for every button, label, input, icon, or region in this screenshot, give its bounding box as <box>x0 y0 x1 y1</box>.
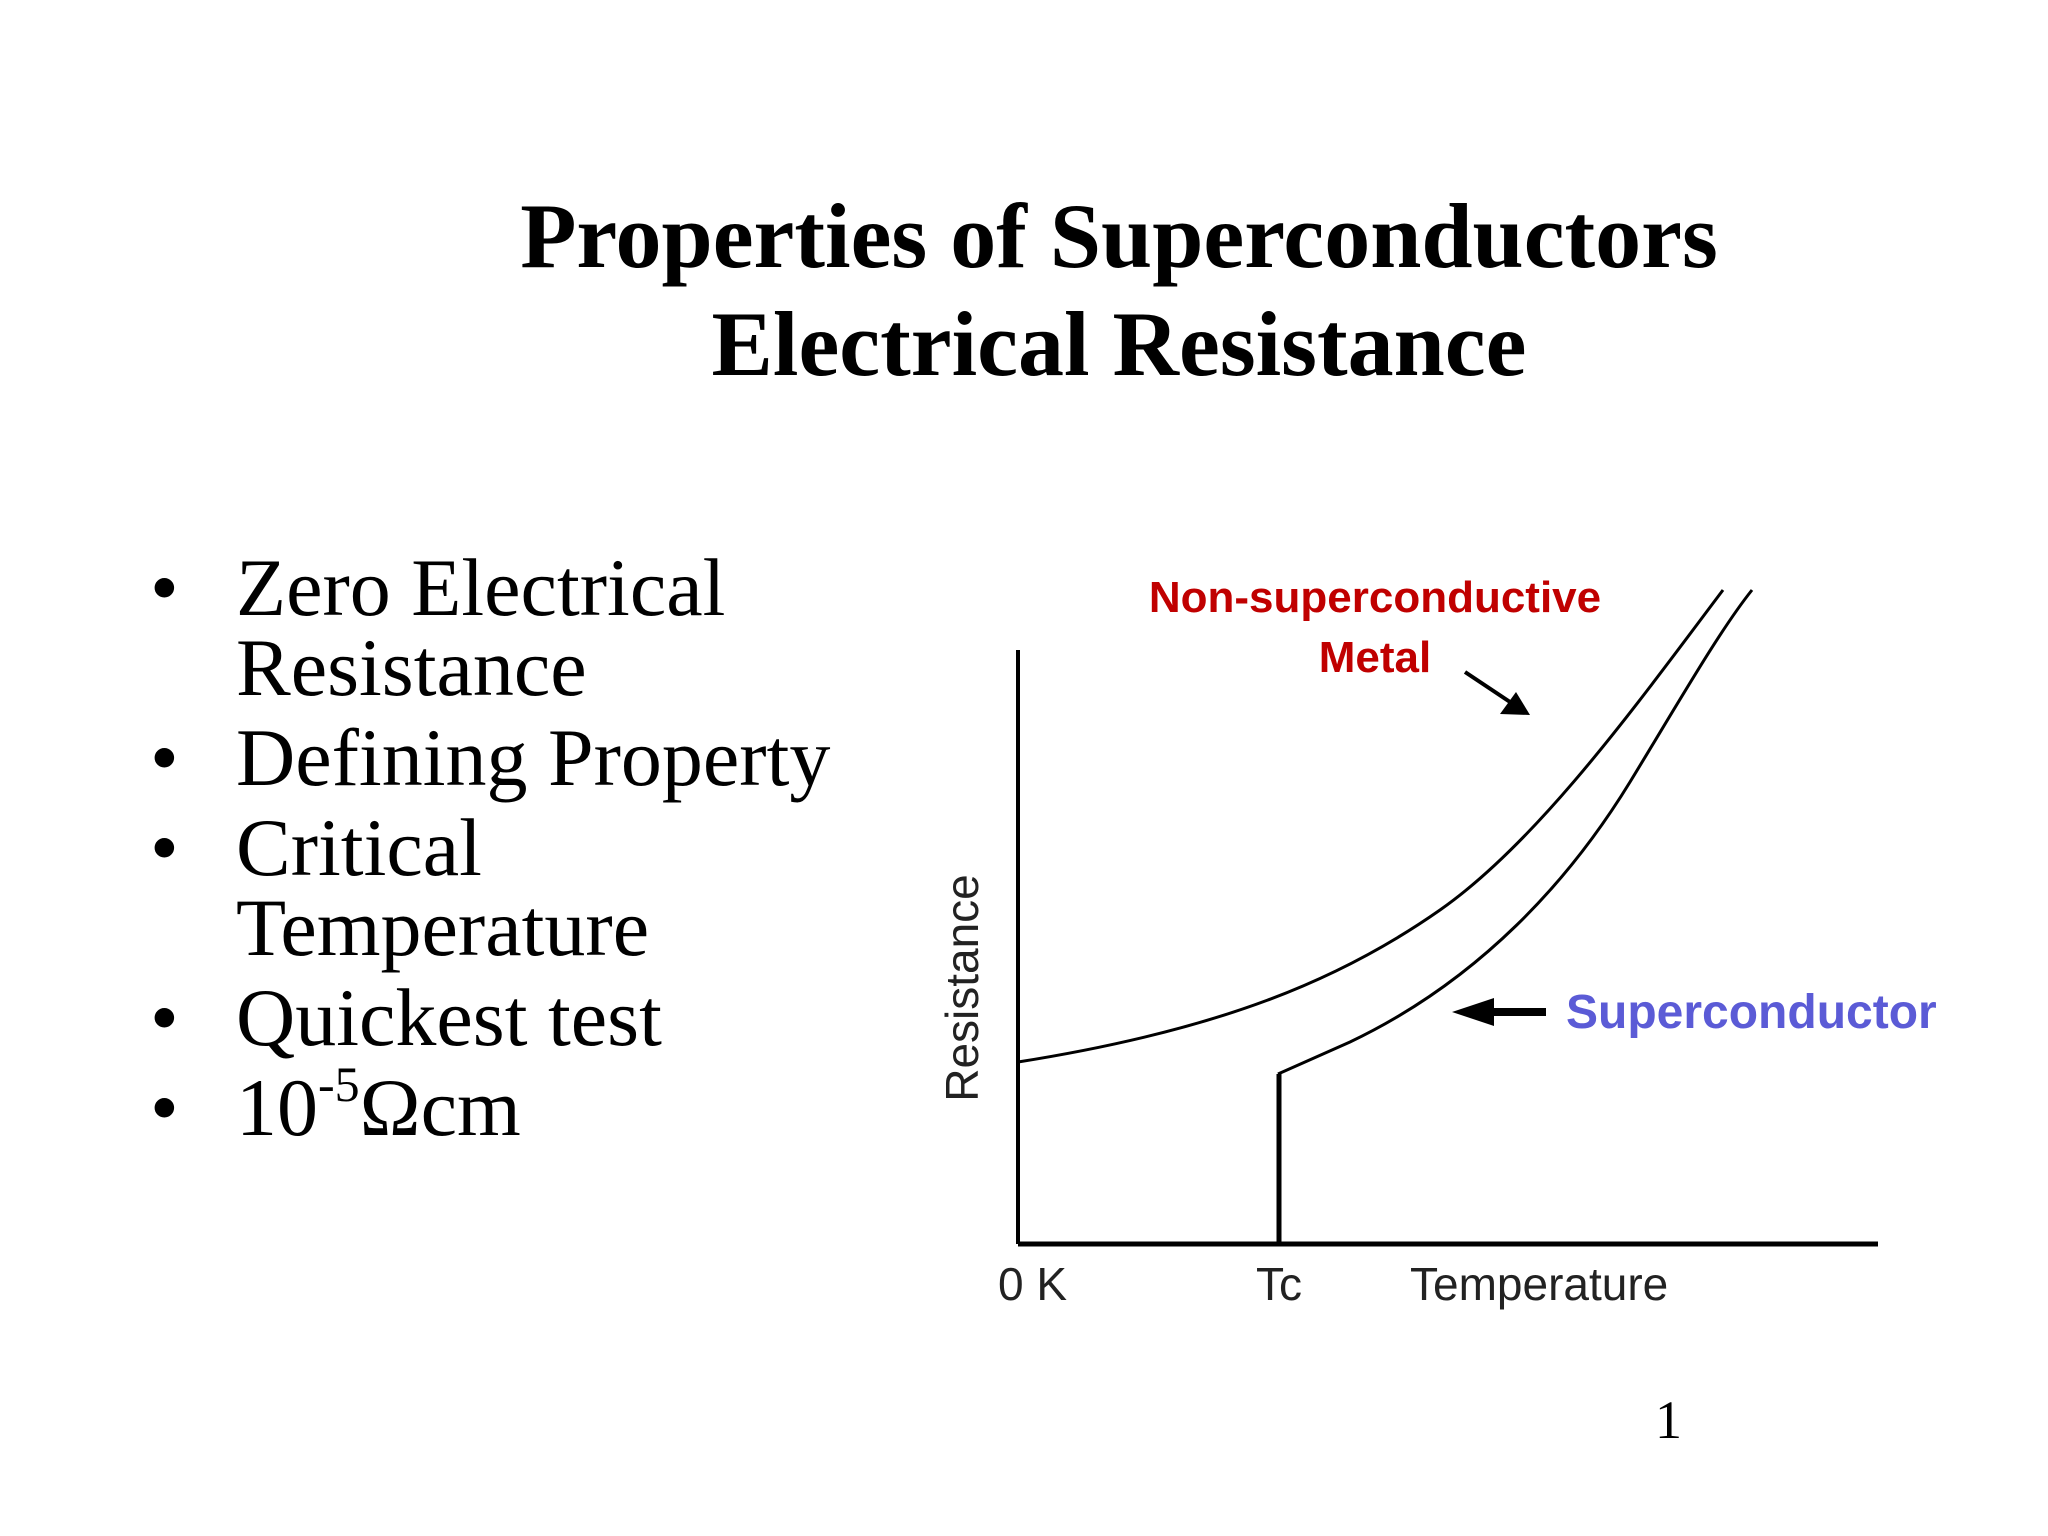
bullet-item: • Defining Property <box>150 712 950 803</box>
title-line-2: Electrical Resistance <box>711 293 1527 395</box>
bullet-item: • 10-5Ωcm <box>150 1059 950 1153</box>
resistivity-base: 10 <box>236 1062 318 1153</box>
bullet-item: • Quickest test <box>150 972 950 1063</box>
metal-label-line-2: Metal <box>1319 633 1431 682</box>
bullet-text: Defining Property <box>236 712 831 803</box>
bullet-dot-icon: • <box>150 802 179 893</box>
bullet-list: • Zero Electrical Resistance • Defining … <box>150 542 950 1158</box>
bullet-item: • Critical Temperature <box>150 802 950 973</box>
x-tick-0k: 0 K <box>998 1258 1067 1310</box>
bullet-text: Critical <box>236 802 482 893</box>
metal-curve <box>1017 589 1725 1064</box>
superconductor-arrow-icon <box>1452 998 1546 1026</box>
bullet-dot-icon: • <box>150 712 179 803</box>
y-axis-label: Resistance <box>936 874 988 1102</box>
superconductor-curve <box>1277 589 1754 1076</box>
metal-arrow-icon <box>1463 670 1530 715</box>
slide-title: Properties of Superconductors Electrical… <box>380 182 1858 398</box>
bullet-dot-icon: • <box>150 972 179 1063</box>
bullet-dot-icon: • <box>150 1062 179 1153</box>
x-tick-tc: Tc <box>1256 1258 1302 1310</box>
bullet-text: Temperature <box>236 882 650 973</box>
resistivity-exponent: -5 <box>318 1055 360 1112</box>
title-line-1: Properties of Superconductors <box>520 185 1718 287</box>
bullet-item: • Zero Electrical Resistance <box>150 542 950 713</box>
x-axis-label: Temperature <box>1410 1258 1668 1310</box>
resistance-temperature-diagram: Non-superconductive Metal Superconductor… <box>936 573 1937 1310</box>
superconductor-label: Superconductor <box>1566 986 1937 1039</box>
resistivity-unit: Ωcm <box>359 1062 521 1153</box>
bullet-text: Quickest test <box>236 972 662 1063</box>
bullet-text: Zero Electrical <box>236 542 726 633</box>
page-number: 1 <box>1655 1390 1682 1450</box>
bullet-text-resistivity: 10-5Ωcm <box>236 1059 950 1149</box>
metal-label-line-1: Non-superconductive <box>1149 573 1601 622</box>
bullet-dot-icon: • <box>150 542 179 633</box>
bullet-text: Resistance <box>236 622 587 713</box>
